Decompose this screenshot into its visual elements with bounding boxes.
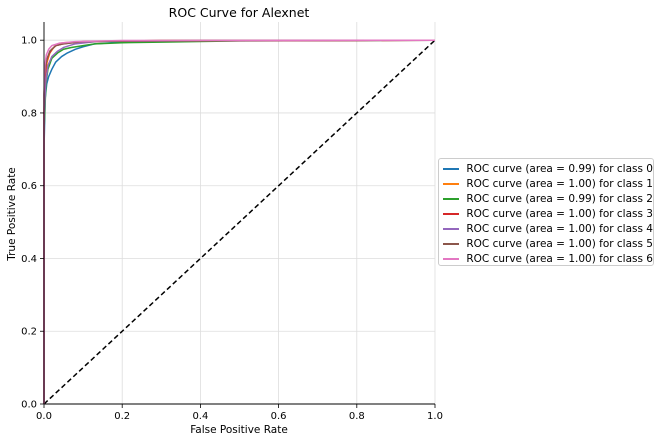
legend: ROC curve (area = 0.99) for class 0 ROC c…: [438, 158, 654, 266]
x-tick-label: 0.4: [192, 411, 208, 422]
legend-swatch: [443, 257, 460, 260]
legend-item-class-3: ROC curve (area = 1.00) for class 3: [443, 206, 653, 221]
roc-curves: [43, 39, 436, 404]
legend-item-class-5: ROC curve (area = 1.00) for class 5: [443, 236, 653, 251]
legend-item-class-4: ROC curve (area = 1.00) for class 4: [443, 221, 653, 236]
legend-label: ROC curve (area = 1.00) for class 6: [466, 252, 653, 265]
x-tick-label: 1.0: [427, 411, 443, 422]
legend-label: ROC curve (area = 1.00) for class 5: [466, 237, 653, 250]
legend-label: ROC curve (area = 1.00) for class 3: [466, 207, 653, 220]
y-tick-label: 0.2: [21, 327, 37, 338]
chance-diagonal-line: [43, 39, 436, 405]
axes: [43, 22, 435, 405]
legend-item-class-1: ROC curve (area = 1.00) for class 1: [443, 176, 653, 191]
y-axis-label: True Positive Rate: [6, 167, 18, 262]
y-tick-label: 0.4: [21, 254, 37, 265]
legend-swatch: [443, 197, 460, 200]
x-axis-label: False Positive Rate: [190, 424, 288, 436]
legend-swatch: [443, 227, 460, 230]
legend-swatch: [443, 167, 460, 170]
chart-title: ROC Curve for Alexnet: [169, 5, 310, 20]
legend-label: ROC curve (area = 0.99) for class 0: [466, 162, 653, 175]
x-tick-label: 0.0: [36, 411, 52, 422]
y-tick-label: 0.6: [21, 181, 37, 192]
x-tick-label: 0.8: [349, 411, 365, 422]
y-tick-label: 1.0: [21, 36, 37, 47]
legend-label: ROC curve (area = 1.00) for class 1: [466, 177, 653, 190]
legend-swatch: [443, 182, 460, 185]
y-tick-label: 0.0: [21, 400, 37, 411]
legend-item-class-6: ROC curve (area = 1.00) for class 6: [443, 251, 653, 266]
y-tick-label: 0.8: [21, 108, 37, 119]
legend-label: ROC curve (area = 0.99) for class 2: [466, 192, 653, 205]
legend-label: ROC curve (area = 1.00) for class 4: [466, 222, 653, 235]
y-axis-ticks: 0.0 0.2 0.4 0.6 0.8 1.0: [21, 36, 44, 411]
grid-lines: [43, 22, 436, 405]
x-tick-label: 0.2: [114, 411, 130, 422]
legend-swatch: [443, 242, 460, 245]
x-axis-ticks: 0.0 0.2 0.4 0.6 0.8 1.0: [36, 404, 443, 422]
x-tick-label: 0.6: [271, 411, 287, 422]
diagonal-reference-line: [43, 39, 436, 405]
legend-item-class-2: ROC curve (area = 0.99) for class 2: [443, 191, 653, 206]
legend-item-class-0: ROC curve (area = 0.99) for class 0: [443, 161, 653, 176]
legend-swatch: [443, 212, 460, 215]
